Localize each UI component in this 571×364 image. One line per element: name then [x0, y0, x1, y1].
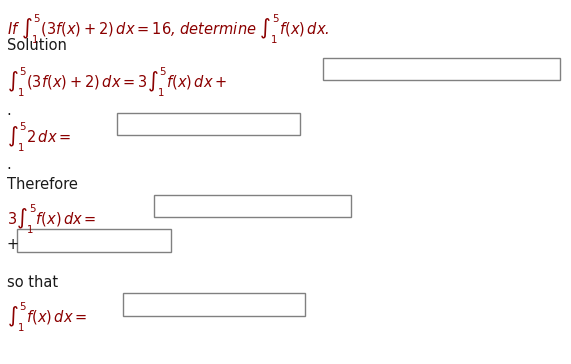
- FancyBboxPatch shape: [123, 293, 305, 316]
- FancyBboxPatch shape: [323, 58, 560, 80]
- Text: Therefore: Therefore: [7, 177, 78, 192]
- Text: If $\int_1^5(3f(x)+2)\,dx = 16$, determine $\int_1^5 f(x)\,dx$.: If $\int_1^5(3f(x)+2)\,dx = 16$, determi…: [7, 13, 329, 46]
- Text: $3\int_1^5 f(x)\,dx=$: $3\int_1^5 f(x)\,dx=$: [7, 203, 96, 236]
- Text: Solution: Solution: [7, 38, 67, 53]
- Text: $\int_1^5 f(x)\,dx=$: $\int_1^5 f(x)\,dx=$: [7, 300, 87, 334]
- Text: $\int_1^5 2\,dx=$: $\int_1^5 2\,dx=$: [7, 121, 71, 154]
- FancyBboxPatch shape: [117, 113, 300, 135]
- Text: $\int_1^5(3f(x)+2)\,dx = 3\int_1^5 f(x)\,dx+$: $\int_1^5(3f(x)+2)\,dx = 3\int_1^5 f(x)\…: [7, 66, 227, 99]
- Text: .: .: [7, 157, 11, 172]
- FancyBboxPatch shape: [17, 229, 171, 252]
- Text: +: +: [7, 237, 19, 252]
- Text: .: .: [7, 103, 11, 118]
- Text: so that: so that: [7, 275, 58, 290]
- FancyBboxPatch shape: [154, 195, 351, 217]
